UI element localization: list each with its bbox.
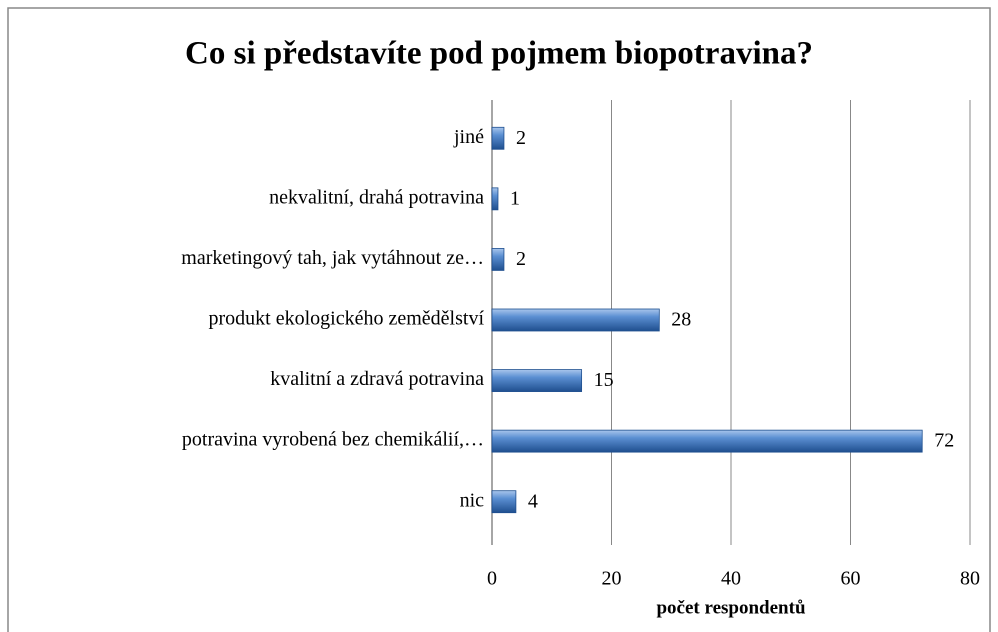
x-tick-label: 40 bbox=[721, 568, 741, 590]
bar bbox=[491, 308, 660, 332]
bar bbox=[491, 187, 499, 211]
x-tick-label: 0 bbox=[487, 568, 497, 590]
y-tick-label: kvalitní a zdravá potravina bbox=[270, 368, 484, 390]
value-label: 15 bbox=[594, 369, 614, 391]
bar bbox=[491, 126, 505, 150]
value-label: 4 bbox=[528, 490, 538, 512]
y-tick-label: marketingový tah, jak vytáhnout ze… bbox=[181, 247, 484, 269]
bar bbox=[491, 429, 923, 453]
chart-title: Co si představíte pod pojmem biopotravin… bbox=[185, 36, 813, 72]
y-tick-label: nekvalitní, drahá potravina bbox=[269, 186, 484, 208]
x-axis-title: počet respondentů bbox=[656, 597, 805, 618]
y-tick-label: nic bbox=[460, 489, 485, 511]
x-tick-label: 60 bbox=[841, 568, 861, 590]
bar bbox=[491, 490, 517, 514]
y-tick-label: potravina vyrobená bez chemikálií,… bbox=[182, 429, 484, 451]
x-tick-label: 20 bbox=[602, 568, 622, 590]
y-tick-label: produkt ekologického zemědělství bbox=[209, 308, 485, 330]
bar bbox=[491, 369, 583, 392]
value-label: 2 bbox=[516, 127, 526, 149]
y-tick-label: jiné bbox=[453, 126, 484, 148]
value-label: 28 bbox=[671, 309, 691, 331]
value-label: 2 bbox=[516, 248, 526, 270]
x-tick-label: 80 bbox=[960, 568, 980, 590]
value-label: 1 bbox=[510, 187, 520, 209]
bar bbox=[491, 248, 505, 271]
value-label: 72 bbox=[934, 430, 954, 452]
